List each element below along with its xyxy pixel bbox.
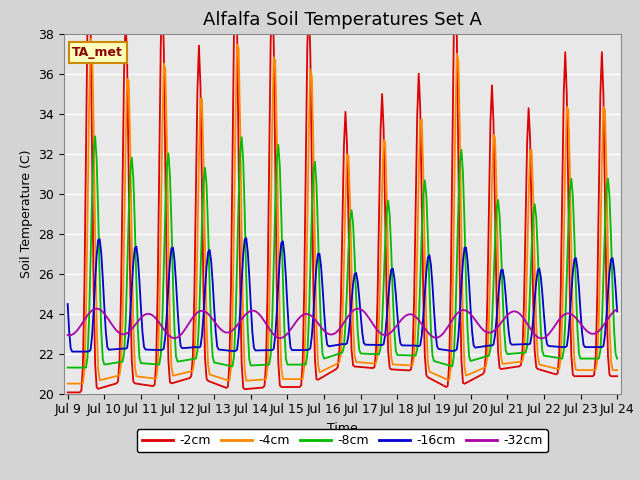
-16cm xyxy=(613,309,621,314)
-16cm xyxy=(380,341,387,347)
-2cm xyxy=(378,91,386,97)
-32cm xyxy=(354,306,362,312)
-4cm xyxy=(168,363,175,369)
-8cm xyxy=(168,221,175,227)
-4cm xyxy=(548,365,556,371)
Legend: -2cm, -4cm, -8cm, -16cm, -32cm: -2cm, -4cm, -8cm, -16cm, -32cm xyxy=(137,429,548,452)
-16cm xyxy=(64,301,72,307)
-2cm xyxy=(613,373,621,379)
-32cm xyxy=(64,332,72,338)
-32cm xyxy=(549,325,557,331)
X-axis label: Time: Time xyxy=(327,422,358,435)
-16cm xyxy=(243,235,250,241)
-8cm xyxy=(397,352,404,358)
-32cm xyxy=(397,318,404,324)
-16cm xyxy=(68,348,76,354)
-2cm xyxy=(79,362,87,368)
-2cm xyxy=(64,389,72,395)
-32cm xyxy=(613,306,621,312)
-4cm xyxy=(79,380,87,386)
-2cm xyxy=(548,370,556,376)
-16cm xyxy=(81,348,88,354)
Text: TA_met: TA_met xyxy=(72,46,124,59)
Line: -32cm: -32cm xyxy=(68,309,617,338)
-4cm xyxy=(397,362,404,368)
-8cm xyxy=(613,356,621,361)
-8cm xyxy=(409,353,417,359)
Line: -8cm: -8cm xyxy=(68,136,617,368)
-2cm xyxy=(397,367,404,373)
-16cm xyxy=(410,343,418,348)
-4cm xyxy=(613,367,621,373)
-8cm xyxy=(92,133,99,139)
-32cm xyxy=(166,334,174,339)
-2cm xyxy=(168,381,175,386)
-32cm xyxy=(409,312,417,318)
-4cm xyxy=(86,36,94,42)
-32cm xyxy=(537,336,545,341)
-8cm xyxy=(79,365,87,371)
-8cm xyxy=(548,354,556,360)
-4cm xyxy=(64,381,72,386)
-8cm xyxy=(378,322,386,327)
Line: -4cm: -4cm xyxy=(68,39,617,384)
Y-axis label: Soil Temperature (C): Soil Temperature (C) xyxy=(20,149,33,278)
-8cm xyxy=(64,365,72,371)
Line: -16cm: -16cm xyxy=(68,238,617,351)
-16cm xyxy=(398,343,406,348)
-32cm xyxy=(79,319,87,325)
Title: Alfalfa Soil Temperatures Set A: Alfalfa Soil Temperatures Set A xyxy=(203,11,482,29)
-4cm xyxy=(409,362,417,368)
-32cm xyxy=(378,331,386,337)
-16cm xyxy=(168,245,175,251)
-2cm xyxy=(409,350,417,356)
Line: -2cm: -2cm xyxy=(68,0,617,392)
-4cm xyxy=(378,185,386,191)
-16cm xyxy=(549,344,557,349)
